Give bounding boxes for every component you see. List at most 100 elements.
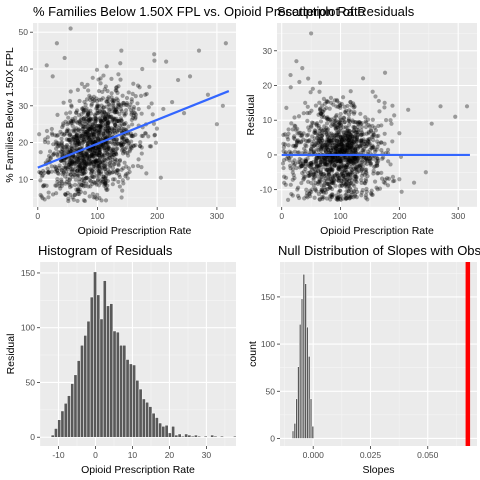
scatter-point — [75, 173, 80, 179]
scatter-point — [298, 140, 303, 145]
scatter-point — [333, 114, 339, 119]
scatter-point — [73, 134, 78, 139]
scatter-point — [42, 170, 47, 175]
scatter-point — [349, 145, 354, 150]
scatter-point — [71, 156, 76, 161]
scatter-point — [92, 112, 97, 117]
scatter-point — [356, 127, 361, 133]
scatter-point — [334, 133, 339, 138]
scatter-point — [352, 192, 358, 197]
scatter-point — [94, 180, 99, 185]
scatter-point — [86, 162, 91, 167]
scatter-point — [94, 96, 99, 101]
scatter-point — [48, 156, 53, 161]
scatter-point — [354, 189, 360, 194]
scatter-point — [315, 174, 320, 179]
scatter-point — [347, 131, 352, 137]
scatter-point — [390, 179, 396, 184]
scatter-point — [92, 126, 97, 132]
scatter-point — [359, 163, 364, 168]
scatter-point — [73, 182, 78, 187]
scatter-point — [364, 131, 369, 136]
scatter-point — [100, 135, 106, 141]
scatter-point — [126, 124, 131, 129]
scatter-point — [346, 112, 352, 117]
scatter-point — [84, 162, 89, 167]
scatter-point — [325, 167, 330, 172]
scatter-point — [333, 150, 338, 155]
scatter-point — [81, 124, 86, 129]
scatter-point — [311, 177, 316, 182]
scatter-point — [348, 135, 353, 140]
scatter-point — [411, 180, 417, 185]
scatter-point — [321, 155, 327, 161]
scatter-point — [330, 122, 335, 127]
scatter-point — [345, 144, 350, 149]
scatter-point — [310, 120, 315, 125]
scatter-point — [68, 119, 74, 124]
scatter-point — [107, 146, 112, 151]
scatter-point — [323, 130, 328, 135]
scatter-point — [78, 117, 83, 123]
scatter-point — [87, 156, 92, 161]
scatter-point — [320, 103, 325, 108]
scatter-point — [339, 156, 344, 161]
histogram-bar — [304, 283, 307, 439]
scatter-point — [344, 162, 350, 168]
scatter-point — [370, 143, 375, 148]
scatter-point — [342, 119, 347, 125]
scatter-point — [37, 132, 42, 137]
scatter-point — [98, 76, 103, 81]
scatter-point — [55, 152, 60, 157]
scatter-point — [57, 181, 62, 186]
scatter-point — [429, 121, 434, 126]
scatter-point — [347, 147, 353, 152]
scatter-point — [68, 110, 73, 115]
scatter-point — [333, 149, 338, 154]
scatter-point — [359, 132, 364, 137]
scatter-point — [87, 118, 92, 123]
scatter-point — [353, 179, 358, 184]
scatter-point — [115, 90, 120, 96]
scatter-point — [317, 156, 322, 161]
scatter-point — [128, 102, 133, 107]
scatter-point — [116, 104, 121, 109]
histogram-bar — [63, 403, 68, 438]
scatter-point — [388, 162, 393, 167]
scatter-point — [77, 156, 82, 161]
scatter-point — [50, 192, 56, 197]
scatter-point — [119, 141, 124, 146]
scatter-point — [326, 170, 331, 175]
scatter-point — [96, 103, 101, 109]
scatter-point — [348, 144, 354, 149]
scatter-point — [352, 172, 358, 177]
scatter-point — [357, 165, 362, 170]
scatter-point — [343, 183, 348, 188]
scatter-point — [68, 158, 73, 163]
scatter-point — [175, 77, 181, 83]
scatter-point — [90, 147, 95, 153]
scatter-point — [327, 158, 332, 163]
scatter-point — [355, 133, 360, 138]
scatter-point — [106, 98, 111, 103]
scatter-point — [346, 138, 351, 143]
scatter-point — [356, 143, 361, 148]
scatter-point — [370, 130, 376, 136]
scatter-point — [338, 158, 343, 163]
scatter-point — [96, 147, 101, 152]
scatter-point — [84, 132, 89, 137]
scatter-point — [322, 124, 327, 129]
scatter-point — [320, 143, 325, 148]
scatter-point — [357, 120, 362, 125]
scatter-point — [76, 183, 81, 188]
scatter-point — [325, 115, 330, 120]
scatter-point — [53, 169, 58, 174]
scatter-point — [309, 108, 314, 113]
scatter-point — [103, 111, 109, 117]
scatter-point — [347, 172, 353, 177]
scatter-point — [76, 139, 81, 144]
scatter-point — [316, 123, 321, 128]
scatter-point — [297, 156, 302, 162]
scatter-point — [353, 150, 358, 155]
scatter-point — [71, 119, 76, 124]
